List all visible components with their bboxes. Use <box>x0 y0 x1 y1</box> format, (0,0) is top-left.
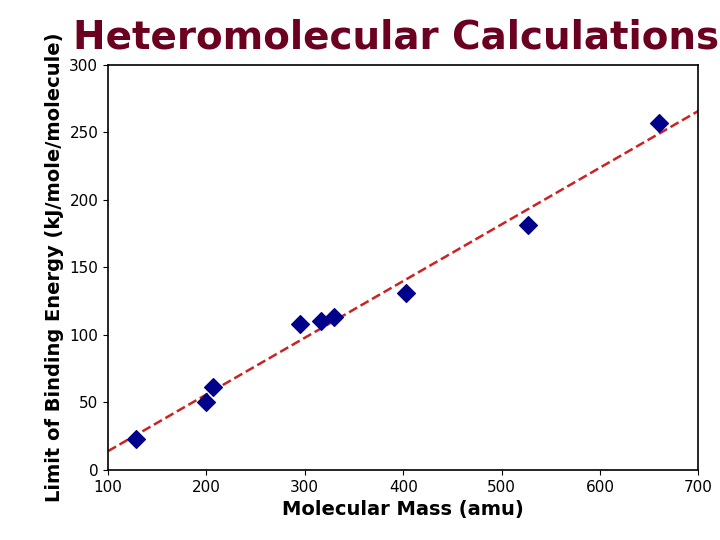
X-axis label: Molecular Mass (amu): Molecular Mass (amu) <box>282 500 524 519</box>
Point <box>653 118 665 127</box>
Text: Heteromolecular Calculations: Heteromolecular Calculations <box>73 19 719 57</box>
Y-axis label: Limit of Binding Energy (kJ/mole/molecule): Limit of Binding Energy (kJ/mole/molecul… <box>45 32 64 502</box>
Point <box>315 317 326 326</box>
Point <box>207 383 219 392</box>
Point <box>130 434 141 443</box>
Point <box>201 398 212 407</box>
Point <box>328 313 340 321</box>
Point <box>294 320 306 328</box>
Point <box>400 288 412 297</box>
Point <box>523 221 534 230</box>
